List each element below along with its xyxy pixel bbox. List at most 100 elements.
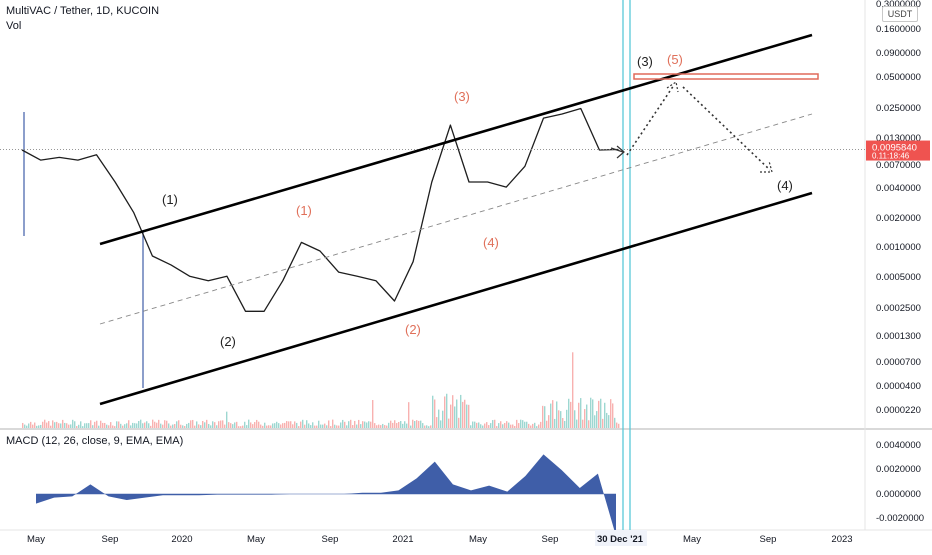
volume-bar: [124, 424, 126, 428]
volume-bar: [478, 422, 480, 428]
price-tick-label: 0.0070000: [876, 160, 921, 171]
volume-bar: [244, 421, 246, 428]
volume-bar: [476, 422, 478, 428]
current-price-countdown: 0.11:18:46: [872, 152, 910, 161]
volume-bar: [68, 424, 70, 428]
volume-bar: [278, 423, 280, 428]
volume-bar: [300, 421, 302, 428]
volume-bar: [508, 422, 510, 428]
volume-bar: [382, 423, 384, 428]
volume-bar: [450, 404, 452, 428]
volume-bar: [264, 422, 266, 428]
current-price-value: 0.0095840: [872, 143, 917, 154]
volume-bar: [66, 423, 68, 428]
volume-bar: [256, 419, 258, 428]
volume-bar: [230, 423, 232, 428]
volume-bar: [336, 425, 338, 428]
time-tick-label: May: [247, 534, 265, 545]
volume-bar: [132, 422, 134, 428]
volume-bar: [224, 424, 226, 428]
volume-bar: [350, 419, 352, 428]
currency-label[interactable]: USDT: [882, 6, 918, 22]
volume-bar: [420, 420, 422, 428]
volume-bar: [374, 423, 376, 428]
volume-bar: [94, 421, 96, 428]
volume-bar: [604, 402, 606, 428]
projection-arrowhead: [666, 81, 679, 93]
volume-bar: [570, 401, 572, 428]
volume-bar: [182, 425, 184, 428]
time-tick-label: May: [469, 534, 487, 545]
volume-bar: [342, 419, 344, 428]
volume-bar: [218, 421, 220, 428]
volume-bar: [170, 425, 172, 428]
volume-bar: [80, 421, 82, 428]
volume-bar: [434, 399, 436, 428]
volume-bar: [366, 422, 368, 428]
price-pane: [0, 0, 865, 428]
volume-bar: [384, 425, 386, 428]
volume-bar: [190, 420, 192, 428]
volume-bar: [136, 423, 138, 428]
volume-bar: [442, 410, 444, 428]
volume-bar: [40, 424, 42, 428]
volume-bar: [236, 421, 238, 428]
volume-bar: [544, 406, 546, 428]
target-zone: [633, 73, 819, 80]
volume-bar: [122, 425, 124, 428]
volume-bar: [506, 421, 508, 428]
volume-bar: [618, 423, 620, 428]
volume-bar: [596, 411, 598, 428]
volume-bar: [216, 425, 218, 428]
volume-bar: [162, 424, 164, 428]
volume-bar: [610, 399, 612, 428]
volume-bar: [262, 425, 264, 428]
volume-bar: [552, 400, 554, 428]
volume-bar: [220, 420, 222, 428]
volume-bar: [456, 399, 458, 428]
volume-bar: [338, 425, 340, 428]
volume-bar: [24, 424, 26, 428]
volume-bar: [480, 424, 482, 428]
volume-bar: [292, 424, 294, 428]
volume-bar: [424, 425, 426, 428]
volume-bar: [370, 421, 372, 428]
volume-bar: [258, 421, 260, 428]
volume-bar: [100, 420, 102, 428]
volume-bar: [400, 420, 402, 428]
volume-bar: [284, 422, 286, 428]
volume-bar: [234, 422, 236, 428]
time-tick-label: 2021: [392, 534, 413, 545]
time-tick-label: May: [27, 534, 45, 545]
volume-bar: [168, 423, 170, 428]
volume-bar: [578, 402, 580, 428]
volume-bar: [274, 423, 276, 428]
volume-bar: [452, 395, 454, 428]
volume-bar: [302, 419, 304, 428]
volume-bar: [404, 421, 406, 428]
volume-bar: [356, 424, 358, 428]
volume-bar: [348, 421, 350, 428]
volume-bar: [298, 426, 300, 428]
volume-bar: [318, 420, 320, 428]
price-tick-label: 0.0040000: [876, 183, 921, 194]
volume-bar: [320, 424, 322, 428]
volume-bar: [326, 425, 328, 428]
volume-bar: [398, 421, 400, 428]
volume-bar: [590, 397, 592, 428]
volume-bar: [376, 425, 378, 428]
volume-bar: [608, 415, 610, 428]
volume-bar: [406, 423, 408, 428]
volume-bar: [554, 418, 556, 428]
projection-arrowhead: [760, 160, 773, 173]
volume-bar: [248, 419, 250, 428]
projection-arrow: [626, 84, 675, 156]
volume-bar: [254, 422, 256, 428]
price-tick-label: 0.0002500: [876, 303, 921, 314]
volume-bar: [140, 419, 142, 428]
volume-bar: [228, 422, 230, 428]
volume-bar: [76, 426, 78, 428]
volume-bar: [344, 421, 346, 428]
